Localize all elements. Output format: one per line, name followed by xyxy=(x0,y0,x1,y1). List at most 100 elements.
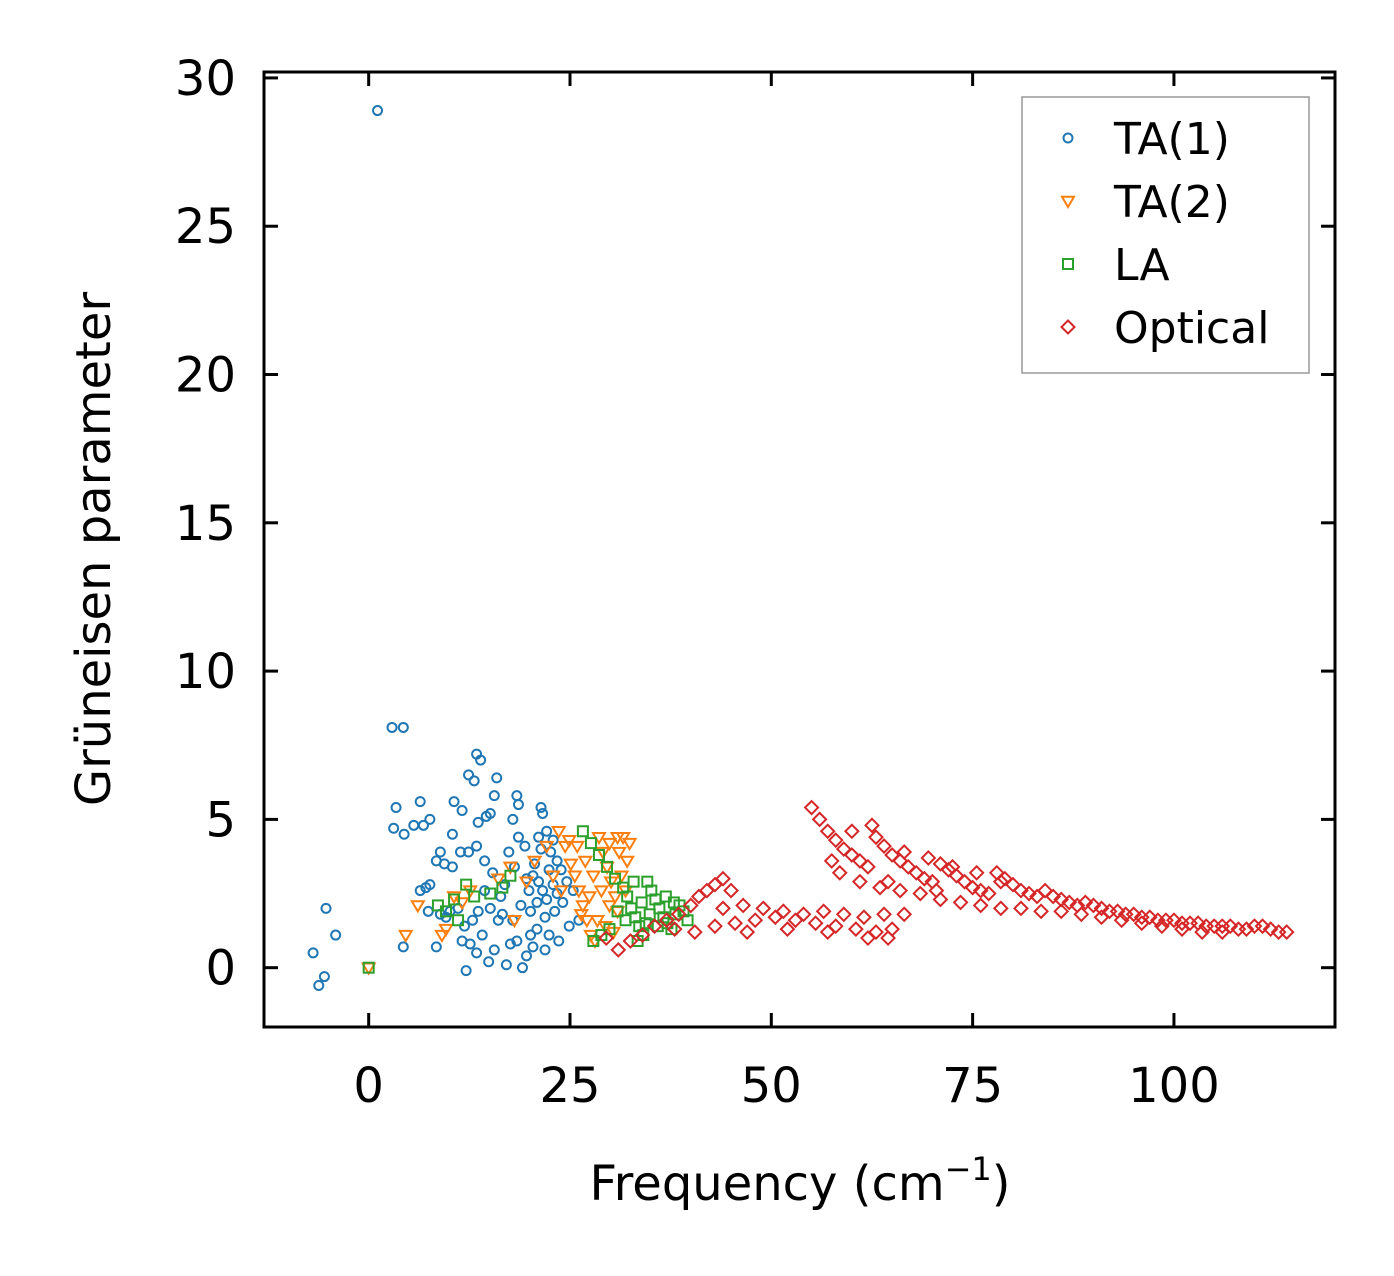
data-point xyxy=(1153,918,1170,935)
legend: TA(1) TA(2) LA Optical xyxy=(1021,96,1310,374)
data-point xyxy=(635,896,648,909)
data-point xyxy=(398,828,410,840)
data-point xyxy=(1013,882,1029,899)
data-point xyxy=(553,935,565,947)
data-point xyxy=(487,867,499,879)
data-point xyxy=(484,807,496,819)
data-point xyxy=(550,826,567,840)
data-point xyxy=(463,769,475,781)
data-point xyxy=(1013,900,1029,917)
data-point xyxy=(545,870,561,884)
legend-item: TA(1) xyxy=(1062,114,1230,165)
data-point xyxy=(681,914,694,927)
legend-label: TA(1) xyxy=(1113,114,1230,165)
data-point xyxy=(610,941,627,958)
data-point xyxy=(715,900,731,917)
data-point xyxy=(490,873,507,887)
data-point xyxy=(727,915,743,932)
data-point xyxy=(972,897,989,914)
data-point xyxy=(488,944,500,956)
data-point xyxy=(1021,885,1037,902)
data-point xyxy=(686,924,703,941)
data-point xyxy=(1093,900,1110,917)
data-point xyxy=(595,846,611,860)
data-point xyxy=(819,823,836,840)
data-point xyxy=(896,906,913,923)
data-point xyxy=(516,962,528,974)
data-point xyxy=(496,908,508,920)
data-point xyxy=(823,852,840,869)
data-point xyxy=(527,941,539,953)
data-point xyxy=(555,864,567,876)
data-point xyxy=(414,885,426,897)
data-point xyxy=(1182,915,1198,932)
data-point xyxy=(511,935,523,947)
y-tick-label: 25 xyxy=(175,199,236,255)
data-point xyxy=(479,855,491,867)
data-point xyxy=(670,906,687,923)
data-point xyxy=(446,861,458,873)
data-point xyxy=(601,837,618,852)
data-point xyxy=(868,924,884,941)
data-point xyxy=(811,811,828,828)
data-point xyxy=(928,882,945,899)
data-point xyxy=(884,921,901,938)
data-point xyxy=(430,941,442,953)
data-point xyxy=(755,900,772,917)
data-point xyxy=(1045,888,1062,905)
data-point xyxy=(523,885,535,897)
y-axis-label: Grüneisen parameter xyxy=(66,292,122,807)
data-point xyxy=(847,921,864,938)
data-point xyxy=(856,909,872,926)
data-point xyxy=(434,846,446,858)
data-point xyxy=(851,852,868,869)
data-point xyxy=(1262,921,1279,938)
data-point xyxy=(577,855,594,869)
data-point xyxy=(1033,903,1049,920)
data-point xyxy=(397,721,409,733)
data-point xyxy=(948,867,965,884)
data-point xyxy=(483,956,495,968)
data-point xyxy=(819,924,836,941)
data-point xyxy=(1254,918,1271,935)
data-point xyxy=(476,929,488,941)
data-point xyxy=(723,882,739,899)
data-point xyxy=(619,914,632,927)
data-point xyxy=(1166,912,1182,929)
data-point xyxy=(471,947,483,959)
data-point xyxy=(561,876,573,888)
data-point xyxy=(434,929,450,944)
data-point xyxy=(646,918,663,935)
data-point xyxy=(868,829,884,846)
data-point xyxy=(521,950,533,962)
data-point xyxy=(912,885,929,902)
legend-item: LA xyxy=(1062,240,1170,291)
data-point xyxy=(1222,918,1239,935)
y-tick-label: 30 xyxy=(175,51,236,107)
data-point xyxy=(579,915,595,929)
data-point xyxy=(843,823,860,840)
data-point xyxy=(1133,915,1150,932)
data-point xyxy=(531,923,543,935)
y-tick-label: 15 xyxy=(175,496,236,552)
data-point xyxy=(538,840,555,855)
x-tick-label: 25 xyxy=(539,1058,600,1114)
data-point xyxy=(651,920,664,933)
data-point xyxy=(424,813,436,825)
data-point xyxy=(581,891,598,905)
data-point xyxy=(944,858,961,875)
data-point xyxy=(573,909,590,923)
data-point xyxy=(956,873,973,890)
data-point xyxy=(980,885,997,902)
data-point xyxy=(452,914,465,927)
data-point xyxy=(658,912,675,929)
data-point xyxy=(584,837,597,850)
y-tick-label: 10 xyxy=(175,644,236,700)
data-point xyxy=(471,840,483,852)
data-point xyxy=(747,912,764,929)
data-point xyxy=(1004,876,1021,893)
data-point xyxy=(964,879,981,896)
legend-marker xyxy=(1062,132,1074,144)
data-point xyxy=(1238,921,1255,938)
data-point xyxy=(410,900,426,914)
